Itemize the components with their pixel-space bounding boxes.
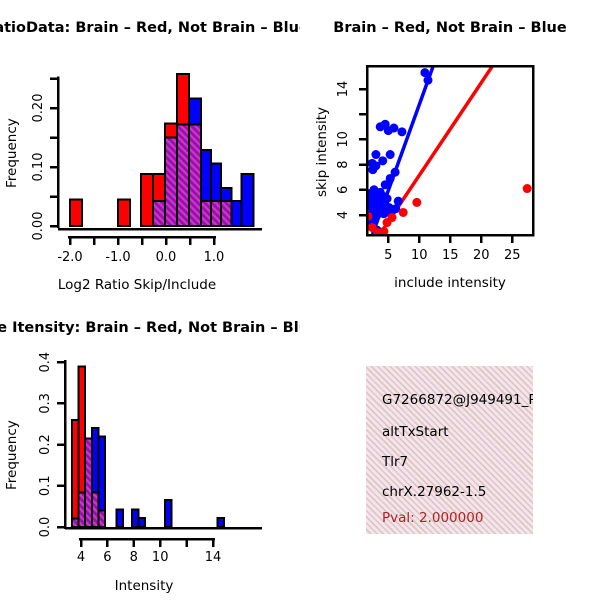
gene-intensity-histogram-bars bbox=[71, 365, 226, 529]
hist-intensity-title: Gene Itensity: Brain – Red, Not Brain – … bbox=[0, 320, 300, 336]
hist-ratio-ylabel: Frequency bbox=[4, 118, 20, 188]
tick-label: 25 bbox=[504, 248, 521, 263]
tick-label: 8 bbox=[336, 160, 351, 168]
info-pval: Pval: 2.000000 bbox=[382, 510, 484, 526]
panel-intensity-scatter: 5 10 15 20 25 4 6 8 10 14 Brain – Red, Not Brain … bbox=[300, 0, 600, 300]
tick-label: 0.10 bbox=[31, 153, 46, 182]
log2-ratio-histogram-plot: -2.0 -1.0 0.0 1.0 0.00 0.10 0.20 bbox=[31, 72, 262, 265]
tick-label: 10 bbox=[411, 248, 428, 263]
panel-log2-ratio-histogram: -2.0 -1.0 0.0 1.0 0.00 0.10 0.20 RatioData: Br… bbox=[0, 0, 300, 300]
gene-intensity-histogram-plot: 4 6 8 10 14 0.0 0.1 0.2 0.3 0.4 bbox=[38, 352, 262, 565]
panel-event-info: G7266872@J949491_RC altTxStart Tlr7 chrX… bbox=[300, 300, 600, 600]
tick-label: 0.0 bbox=[156, 250, 177, 265]
tick-label: 6 bbox=[336, 186, 351, 194]
tick-label: 0.3 bbox=[38, 393, 53, 414]
info-gene-name: Tlr7 bbox=[382, 454, 409, 470]
tick-label: 4 bbox=[336, 211, 351, 219]
hist-intensity-ylabel: Frequency bbox=[4, 420, 20, 490]
tick-label: 15 bbox=[442, 248, 459, 263]
log2-ratio-histogram-axes: -2.0 -1.0 0.0 1.0 0.00 0.10 0.20 bbox=[31, 76, 262, 265]
tick-label: 0.4 bbox=[38, 352, 53, 373]
scatter-axes: 5 10 15 20 25 4 6 8 10 14 bbox=[336, 64, 535, 263]
scatter-xlabel: include intensity bbox=[394, 275, 506, 291]
scatter-data bbox=[366, 65, 532, 236]
tick-label: 6 bbox=[103, 550, 111, 565]
tick-label: 14 bbox=[336, 81, 351, 98]
tick-label: 14 bbox=[205, 550, 222, 565]
tick-label: 0.0 bbox=[38, 517, 53, 538]
tick-label: 10 bbox=[152, 550, 169, 565]
hist-intensity-xlabel: Intensity bbox=[114, 578, 174, 594]
event-info-box: G7266872@J949491_RC altTxStart Tlr7 chrX… bbox=[366, 366, 533, 534]
tick-label: 10 bbox=[336, 131, 351, 148]
tick-label: 20 bbox=[473, 248, 490, 263]
tick-label: 8 bbox=[130, 550, 138, 565]
tick-label: 0.2 bbox=[38, 434, 53, 455]
info-locus: chrX.27962-1.5 bbox=[382, 484, 487, 500]
log2-ratio-histogram-bars bbox=[69, 72, 255, 228]
info-event-type: altTxStart bbox=[382, 424, 449, 440]
hist-ratio-xlabel: Log2 Ratio Skip/Include bbox=[57, 277, 217, 293]
scatter-title: Brain – Red, Not Brain – Blue bbox=[333, 20, 567, 36]
tick-label: -1.0 bbox=[105, 250, 130, 265]
panel-gene-intensity-histogram: 4 6 8 10 14 0.0 0.1 0.2 0.3 0.4 Gene Itensity: Br… bbox=[0, 300, 300, 600]
info-probe-id: G7266872@J949491_RC bbox=[382, 392, 533, 408]
tick-label: 4 bbox=[77, 550, 85, 565]
tick-label: 0.20 bbox=[31, 94, 46, 123]
scatter-ylabel: skip intensity bbox=[314, 107, 330, 197]
gene-intensity-histogram-axes: 4 6 8 10 14 0.0 0.1 0.2 0.3 0.4 bbox=[38, 352, 262, 565]
tick-label: 5 bbox=[384, 248, 392, 263]
hist-ratio-title: RatioData: Brain – Red, Not Brain – Blue bbox=[0, 20, 300, 36]
tick-label: 0.1 bbox=[38, 475, 53, 496]
tick-label: 1.0 bbox=[204, 250, 225, 265]
intensity-scatter-plot: 5 10 15 20 25 4 6 8 10 14 bbox=[336, 64, 535, 263]
tick-label: -2.0 bbox=[57, 250, 82, 265]
tick-label: 0.00 bbox=[31, 212, 46, 241]
